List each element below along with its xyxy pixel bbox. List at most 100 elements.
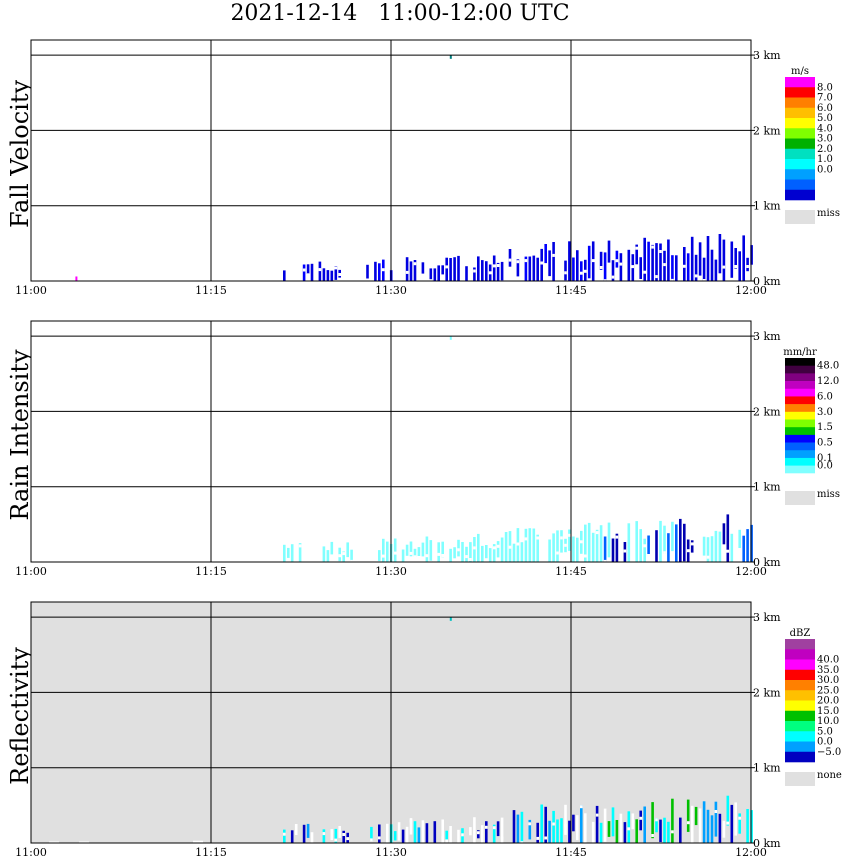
echo-cell xyxy=(679,817,682,843)
echo-gap xyxy=(746,265,749,268)
echo-cell xyxy=(702,257,706,281)
grid-lines xyxy=(31,602,751,843)
echo-gap xyxy=(382,554,385,558)
echo-cell xyxy=(413,821,417,843)
echo-cell xyxy=(738,813,741,834)
echo-gap xyxy=(603,559,607,563)
echo-gap xyxy=(615,259,619,263)
echo-cell xyxy=(599,251,603,270)
echo-cell xyxy=(528,819,532,840)
y-tick-label: 0 km xyxy=(753,837,781,850)
echo-cell xyxy=(469,542,472,562)
echo-cell xyxy=(679,518,682,562)
echo-gap xyxy=(643,270,646,274)
echo-cell xyxy=(330,541,334,555)
echo-gap xyxy=(342,833,345,836)
echo-cell xyxy=(584,524,587,562)
echo-gap xyxy=(338,273,341,276)
echo-gap xyxy=(294,831,298,835)
legend-unit: m/s xyxy=(791,66,809,77)
echo-cell xyxy=(568,820,571,843)
echo-cell xyxy=(378,824,381,843)
echo-cell xyxy=(512,810,516,843)
legend-swatch xyxy=(785,148,815,160)
echo-cell xyxy=(591,532,595,562)
echo-cell xyxy=(520,542,524,562)
echo-gap xyxy=(382,268,385,272)
echo-cell xyxy=(599,525,603,562)
echo-cell xyxy=(469,827,472,836)
echo-cell xyxy=(675,255,678,281)
echo-gap xyxy=(694,274,698,278)
echo-cell xyxy=(651,244,654,281)
echo-cell xyxy=(667,239,670,281)
echo-gap xyxy=(663,263,666,267)
echo-cell xyxy=(429,540,433,562)
echo-cell xyxy=(746,809,749,843)
x-tick-label: 11:30 xyxy=(375,284,407,297)
echo-gap xyxy=(552,822,555,826)
echo-cell xyxy=(639,257,642,279)
echo-cell xyxy=(730,241,734,278)
echo-cell xyxy=(556,819,559,843)
echo-gap xyxy=(536,536,539,540)
legend-swatch xyxy=(785,457,815,466)
echo-gap xyxy=(338,554,341,558)
echo-cell xyxy=(572,536,575,562)
echo-cell xyxy=(386,541,389,562)
echo-cell xyxy=(694,254,698,281)
legend-swatch xyxy=(785,373,815,382)
legend-miss-swatch xyxy=(785,210,815,224)
echo-cell xyxy=(449,548,452,562)
echo-cell xyxy=(603,536,607,562)
echo-gap xyxy=(409,819,413,823)
echo-cell xyxy=(473,267,476,281)
echo-cell xyxy=(568,529,571,551)
echo-gap xyxy=(564,824,567,828)
echo-cell xyxy=(568,241,571,281)
echo-cell xyxy=(667,533,670,562)
echo-cell xyxy=(548,250,551,277)
x-tick-label: 12:00 xyxy=(735,565,767,578)
echo-layer xyxy=(75,55,753,283)
echo-cell xyxy=(465,546,468,562)
echo-gap xyxy=(706,555,710,559)
echo-cell xyxy=(287,547,290,558)
legend-swatch xyxy=(785,87,815,98)
echo-gap xyxy=(599,266,603,269)
echo-gap xyxy=(627,827,631,831)
y-tick-label: 3 km xyxy=(753,330,781,343)
echo-cell xyxy=(413,260,417,281)
echo-gap xyxy=(445,265,448,269)
echo-cell xyxy=(516,259,520,277)
echo-cell xyxy=(405,257,409,281)
echo-gap xyxy=(623,549,627,553)
echo-gap xyxy=(322,832,326,836)
echo-dot xyxy=(75,276,78,281)
echo-gap xyxy=(342,552,345,556)
legend-swatch xyxy=(785,128,815,139)
echo-cell xyxy=(544,244,547,264)
echo-cell xyxy=(290,830,294,843)
echo-cell xyxy=(686,253,690,281)
rain-intensity-panel: Rain Intensity 0 km 1 km 2 km 3 km 11:00 11:1… xyxy=(0,305,850,587)
legend-label: 7.0 xyxy=(817,93,833,104)
echo-cell xyxy=(508,249,512,267)
echo-cell xyxy=(690,805,694,843)
echo-cell xyxy=(576,815,579,841)
echo-gap xyxy=(350,559,353,563)
echo-gap xyxy=(686,821,690,825)
echo-cell xyxy=(659,243,662,281)
echo-layer xyxy=(283,336,753,565)
echo-gap xyxy=(378,561,381,565)
echo-cell xyxy=(683,523,686,562)
legend-swatch xyxy=(785,659,815,671)
echo-cell xyxy=(690,236,694,281)
legend-swatch xyxy=(785,118,815,129)
echo-gap xyxy=(643,544,646,548)
echo-cell xyxy=(437,542,440,562)
echo-cell xyxy=(330,829,334,841)
echo-cell xyxy=(694,806,698,826)
legend-swatch xyxy=(785,411,815,420)
echo-gap xyxy=(591,259,595,263)
